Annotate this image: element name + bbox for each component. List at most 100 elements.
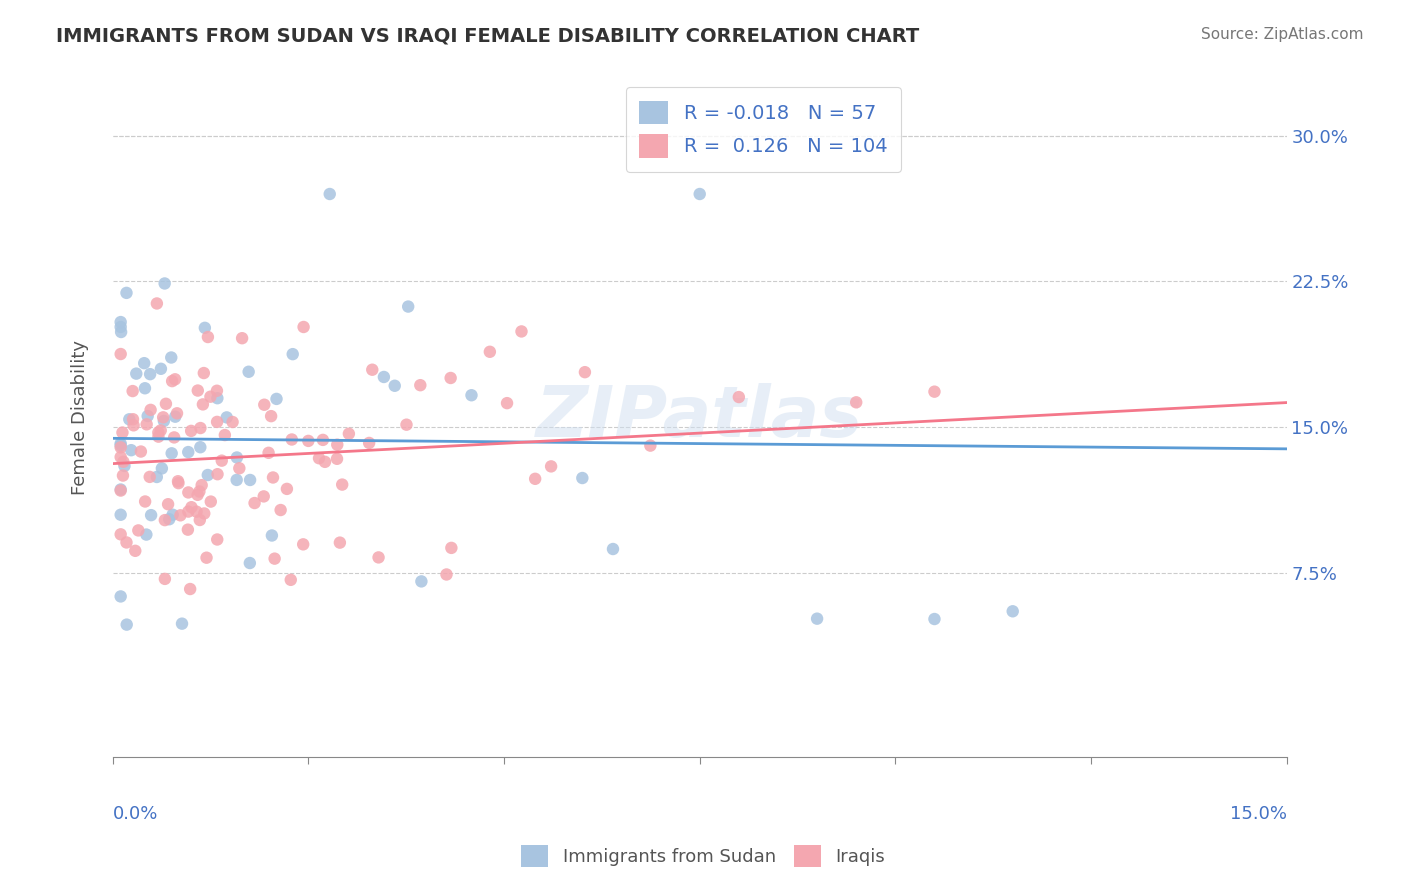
Point [120, 443, 142, 458]
Point [187, 488, 209, 502]
Point [200, 390, 222, 404]
Point [180, 424, 202, 438]
Point [111, 468, 134, 483]
Point [150, 461, 173, 475]
Point [110, 438, 132, 452]
Point [239, 556, 262, 570]
Point [191, 397, 214, 411]
Point [157, 497, 180, 511]
Point [460, 388, 482, 402]
Point [148, 430, 170, 444]
Point [186, 505, 208, 519]
Point [135, 527, 157, 541]
Point [166, 406, 188, 420]
Point [326, 451, 349, 466]
Point [138, 470, 160, 484]
Point [373, 370, 395, 384]
Point [134, 381, 156, 395]
Point [134, 356, 156, 370]
Point [165, 372, 187, 386]
Point [190, 421, 212, 435]
Point [239, 473, 262, 487]
Point [571, 471, 593, 485]
Point [361, 362, 384, 376]
Point [496, 396, 519, 410]
Point [395, 417, 418, 432]
Point [292, 537, 315, 551]
Point [157, 512, 180, 526]
Point [180, 500, 202, 515]
Point [160, 446, 183, 460]
Point [127, 524, 149, 538]
Point [211, 453, 233, 467]
Y-axis label: Female Disability: Female Disability [72, 340, 89, 495]
Point [297, 434, 319, 448]
Point [167, 476, 190, 491]
Point [262, 470, 284, 484]
Point [524, 472, 547, 486]
Point [270, 503, 292, 517]
Point [215, 410, 238, 425]
Point [411, 574, 433, 589]
Point [329, 535, 352, 549]
Point [129, 444, 152, 458]
Point [281, 433, 304, 447]
Point [188, 484, 211, 499]
Point [243, 496, 266, 510]
Point [160, 351, 183, 365]
Point [253, 490, 276, 504]
Point [193, 366, 215, 380]
Point [205, 415, 228, 429]
Point [602, 541, 624, 556]
Point [111, 425, 134, 440]
Point [845, 395, 868, 409]
Point [110, 436, 132, 450]
Point [292, 320, 315, 334]
Point [148, 425, 170, 440]
Point [122, 412, 145, 426]
Point [110, 450, 132, 464]
Point [188, 440, 211, 454]
Point [440, 541, 463, 555]
Point [238, 365, 260, 379]
Point [177, 505, 200, 519]
Point [110, 527, 132, 541]
Point [162, 508, 184, 522]
Point [540, 459, 562, 474]
Point [337, 426, 360, 441]
Point [177, 485, 200, 500]
Point [263, 551, 285, 566]
Point [689, 186, 711, 201]
Point [228, 461, 250, 475]
Point [118, 412, 141, 426]
Point [124, 544, 146, 558]
Point [110, 325, 132, 339]
Point [112, 455, 135, 469]
Point [139, 508, 162, 523]
Point [478, 344, 501, 359]
Point [167, 475, 190, 489]
Point [134, 494, 156, 508]
Point [169, 508, 191, 523]
Point [276, 482, 298, 496]
Point [314, 455, 336, 469]
Point [384, 378, 406, 392]
Point [221, 415, 243, 429]
Point [197, 468, 219, 483]
Point [149, 361, 172, 376]
Point [110, 483, 132, 497]
Point [436, 567, 458, 582]
Point [280, 573, 302, 587]
Point [207, 533, 229, 547]
Point [146, 296, 169, 310]
Point [281, 347, 304, 361]
Point [110, 347, 132, 361]
Point [326, 438, 349, 452]
Point [139, 403, 162, 417]
Point [266, 392, 288, 406]
Point [177, 523, 200, 537]
Point [170, 616, 193, 631]
Point [214, 428, 236, 442]
Point [160, 374, 183, 388]
Point [207, 391, 229, 405]
